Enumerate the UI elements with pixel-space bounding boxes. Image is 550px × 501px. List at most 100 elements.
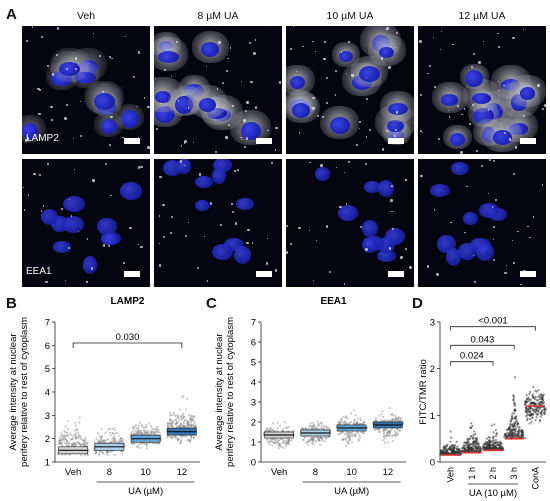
data-point bbox=[77, 435, 80, 438]
data-point bbox=[180, 418, 183, 421]
puncta-dot bbox=[390, 199, 393, 202]
puncta-dot bbox=[79, 100, 81, 102]
data-point bbox=[188, 414, 191, 417]
data-point bbox=[65, 440, 68, 443]
y-tick-label: 2 bbox=[251, 418, 256, 429]
data-point bbox=[513, 412, 516, 415]
data-point bbox=[171, 422, 174, 425]
data-point bbox=[354, 432, 357, 435]
data-point bbox=[157, 428, 160, 431]
puncta-dot bbox=[70, 215, 72, 217]
data-point bbox=[394, 417, 397, 420]
data-point bbox=[494, 428, 497, 432]
data-point bbox=[116, 432, 119, 435]
data-point bbox=[531, 409, 534, 412]
data-point bbox=[149, 424, 152, 427]
data-point bbox=[175, 421, 178, 424]
data-point bbox=[381, 410, 384, 413]
data-point bbox=[179, 440, 183, 443]
data-point bbox=[174, 436, 177, 439]
data-point bbox=[355, 422, 358, 425]
data-point bbox=[179, 438, 183, 441]
data-point bbox=[137, 432, 140, 435]
puncta-dot bbox=[420, 175, 423, 178]
data-point bbox=[190, 419, 193, 422]
data-point bbox=[384, 428, 387, 431]
data-point bbox=[77, 431, 80, 434]
data-point bbox=[175, 420, 178, 423]
puncta-dot bbox=[68, 198, 71, 201]
nucleus-blob bbox=[63, 195, 85, 212]
micrograph-cell bbox=[286, 26, 414, 154]
data-point bbox=[101, 451, 104, 454]
data-point bbox=[321, 427, 324, 430]
data-point bbox=[63, 442, 66, 445]
data-point bbox=[310, 438, 313, 441]
data-point bbox=[311, 438, 314, 441]
data-point bbox=[155, 431, 158, 434]
data-point bbox=[113, 437, 116, 440]
puncta-dot bbox=[505, 264, 508, 267]
data-point bbox=[342, 421, 345, 424]
data-point bbox=[287, 441, 290, 445]
data-point bbox=[399, 429, 402, 432]
data-point bbox=[73, 434, 76, 437]
data-point bbox=[140, 425, 144, 428]
data-point bbox=[311, 428, 314, 431]
puncta-dot bbox=[290, 242, 293, 245]
puncta-dot bbox=[395, 111, 399, 115]
data-point bbox=[337, 421, 340, 424]
puncta-dot bbox=[339, 205, 342, 209]
data-point bbox=[168, 419, 171, 422]
data-point bbox=[102, 452, 105, 455]
data-point bbox=[327, 428, 331, 431]
puncta-dot bbox=[234, 222, 237, 225]
puncta-dot bbox=[180, 145, 182, 147]
data-point bbox=[86, 454, 89, 457]
puncta-dot bbox=[232, 105, 234, 107]
data-point bbox=[113, 439, 116, 443]
data-point bbox=[485, 437, 488, 440]
data-point bbox=[304, 427, 307, 430]
data-point bbox=[466, 444, 469, 447]
data-point bbox=[445, 445, 448, 448]
data-point bbox=[272, 441, 275, 444]
data-point bbox=[137, 424, 140, 427]
data-point bbox=[455, 450, 458, 453]
data-point bbox=[173, 435, 176, 438]
puncta-dot bbox=[75, 67, 78, 70]
data-point bbox=[155, 428, 158, 431]
puncta-dot bbox=[267, 129, 269, 131]
data-point bbox=[287, 439, 290, 442]
p-value-label: 0.043 bbox=[471, 334, 495, 345]
data-point bbox=[286, 441, 289, 444]
y-tick-label: 6 bbox=[251, 338, 256, 349]
data-point bbox=[269, 426, 272, 430]
data-point bbox=[494, 442, 497, 445]
data-point bbox=[543, 408, 546, 411]
puncta-dot bbox=[66, 67, 69, 70]
data-point bbox=[71, 437, 74, 440]
data-point bbox=[542, 401, 545, 404]
nucleus-blob bbox=[195, 199, 210, 212]
data-point bbox=[382, 419, 385, 422]
micrograph-cell bbox=[154, 159, 282, 287]
data-point bbox=[170, 436, 174, 439]
puncta-dot bbox=[241, 139, 243, 141]
data-point bbox=[73, 429, 76, 432]
data-point bbox=[141, 433, 144, 436]
puncta-dot bbox=[187, 222, 189, 224]
data-point bbox=[75, 436, 78, 439]
data-point bbox=[310, 428, 313, 431]
data-point bbox=[271, 438, 274, 441]
data-point bbox=[396, 418, 399, 421]
row-label: EEA1 bbox=[26, 266, 52, 277]
data-point bbox=[97, 440, 100, 444]
data-point bbox=[274, 438, 277, 441]
data-point bbox=[361, 422, 364, 425]
data-point bbox=[171, 421, 174, 424]
data-point bbox=[484, 442, 487, 446]
significance-bracket bbox=[72, 342, 183, 348]
data-point bbox=[290, 439, 293, 442]
panel-b-letter: B bbox=[6, 295, 17, 312]
